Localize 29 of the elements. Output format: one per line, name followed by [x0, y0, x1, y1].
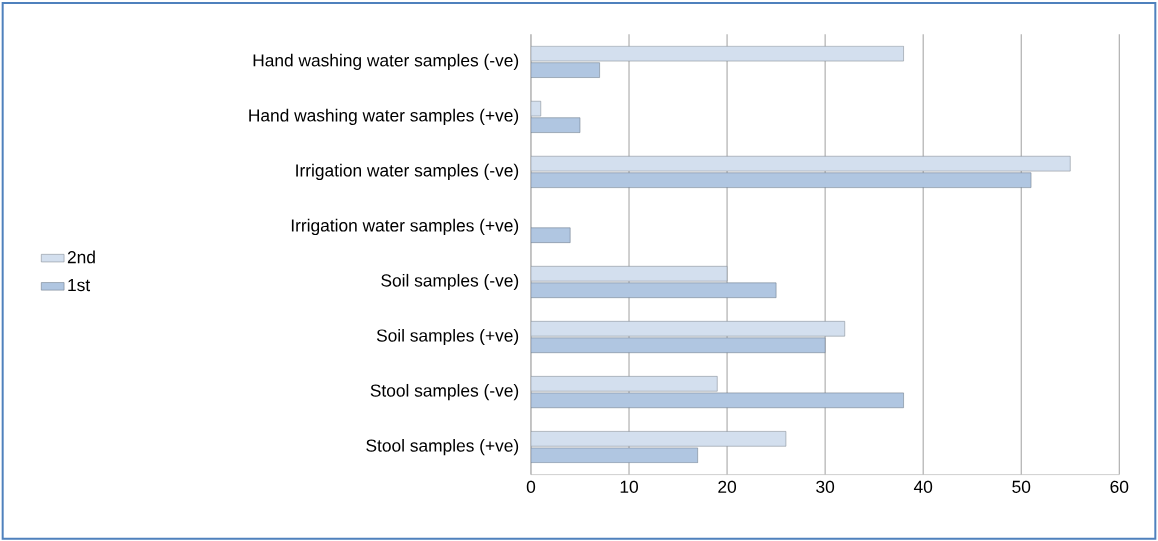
y-tick-label: Soil samples (+ve)	[376, 328, 519, 345]
bar	[530, 282, 777, 298]
y-tick-label: Hand washing water samples (+ve)	[249, 108, 519, 125]
x-tick-label: 0	[526, 480, 536, 493]
legend-label: 2nd	[67, 250, 95, 264]
bar	[530, 320, 846, 337]
x-tick-label: 60	[1110, 480, 1129, 493]
bar	[530, 62, 600, 78]
y-tick-label: Hand washing water samples (-ve)	[253, 53, 519, 70]
bar	[530, 100, 542, 117]
x-tick-label: 10	[620, 480, 638, 493]
y-tick-label: Irrigation water samples (+ve)	[291, 218, 519, 235]
bar	[530, 430, 787, 447]
x-tick-label: 40	[913, 480, 933, 493]
y-tick-label: Soil samples (-ve)	[381, 273, 519, 290]
y-tick-label: Stool samples (-ve)	[370, 383, 519, 400]
bar	[530, 45, 904, 62]
x-tick-label: 50	[1012, 480, 1031, 493]
bar	[530, 172, 1032, 188]
bar	[530, 117, 581, 133]
y-tick-label: Irrigation water samples (-ve)	[296, 163, 519, 180]
bar	[530, 227, 571, 243]
bar	[530, 265, 728, 282]
bar	[530, 375, 718, 392]
x-tick-label: 30	[816, 480, 835, 493]
bar	[530, 155, 1071, 172]
legend-label: 1st	[68, 278, 91, 292]
x-tick-label: 20	[718, 480, 737, 493]
y-tick-label: Stool samples (+ve)	[366, 438, 519, 456]
